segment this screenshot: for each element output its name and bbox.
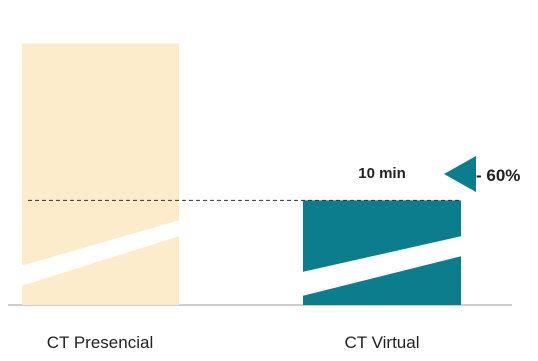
axis-break-ct-virtual: [302, 236, 462, 296]
category-label-ct-presencial: CT Presencial: [47, 333, 153, 352]
category-label-ct-virtual: CT Virtual: [345, 333, 420, 352]
data-label-ct-virtual: 10 min: [358, 165, 406, 182]
axis-break-ct-presencial: [21, 220, 180, 286]
reduction-annotation: - 60%: [476, 166, 520, 185]
reduction-arrow-icon: [444, 156, 476, 192]
